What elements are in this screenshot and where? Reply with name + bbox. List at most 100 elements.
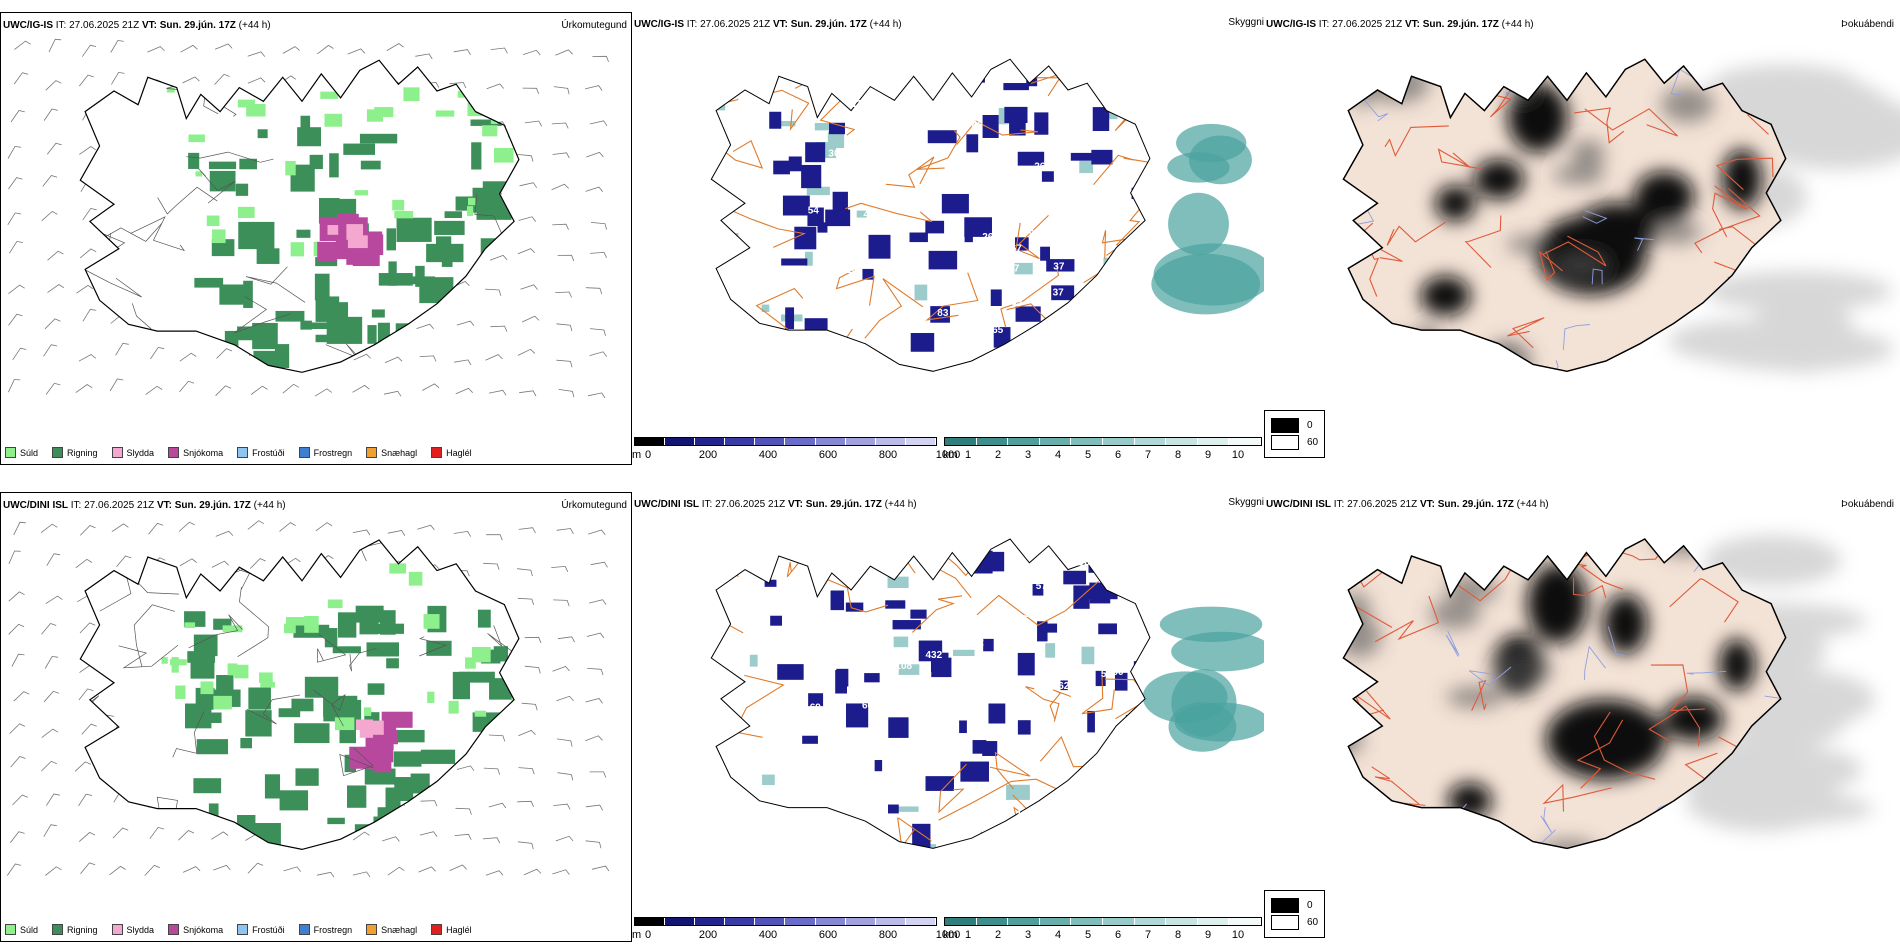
visibility-value-label: 83 <box>937 308 949 319</box>
fog-key: 0 60 <box>1264 410 1326 458</box>
visibility-value-label: 63 <box>845 301 857 312</box>
visibility-value-label: 55 <box>943 739 955 750</box>
legend-item: Snjókoma <box>168 924 223 935</box>
scale-tick-label: 1000 <box>935 929 961 941</box>
visibility-value-label: 57 <box>1036 581 1048 592</box>
legend-swatch <box>168 447 180 458</box>
legend-label: Haglél <box>446 924 472 935</box>
legend-swatch <box>431 447 443 458</box>
meter-scale-bar <box>634 917 937 926</box>
legend-label: Rigning <box>67 447 98 458</box>
fog-key: 0 60 <box>1264 890 1326 938</box>
visibility-value-label: 39 <box>1011 297 1023 308</box>
panel-fog-ig: UWC/IG-IS IT: 27.06.2025 21Z VT: Sun. 29… <box>1264 12 1900 465</box>
scale-tick-label: 8 <box>1174 929 1182 941</box>
coastline <box>1342 58 1787 373</box>
scale-tick-label: 800 <box>878 929 898 941</box>
scale-tick-label: 1 <box>964 929 972 941</box>
visibility-value-label: 33 <box>1029 235 1041 246</box>
scale-tick-label: 200 <box>698 449 718 461</box>
visibility-value-label: 86 <box>780 626 792 637</box>
legend-swatch <box>5 924 16 935</box>
visibility-value-label: 37 <box>1053 262 1065 273</box>
legend-swatch <box>52 447 64 458</box>
legend-label: Snjókoma <box>183 924 224 935</box>
visibility-value-label: 92 <box>839 257 851 268</box>
sea-low-visibility <box>1151 123 1264 315</box>
visibility-value-label: 66 <box>862 700 874 711</box>
fog-map <box>1342 535 1875 850</box>
visibility-value-label: 30 <box>828 149 840 160</box>
visibility-value-label: 263 <box>1034 162 1051 173</box>
visibility-value-label: 107 <box>1115 602 1132 613</box>
visibility-value-label: 58 <box>1020 199 1032 210</box>
scale-tick-label: 5 <box>1084 449 1092 461</box>
scale-tick-label: 2 <box>994 449 1002 461</box>
visibility-value-label: 46 <box>972 120 984 131</box>
fog-blob <box>1507 82 1568 153</box>
scale-tick-label: 4 <box>1054 449 1062 461</box>
km-scale-bar <box>944 917 1262 926</box>
scale-tick-label: 3 <box>1024 929 1032 941</box>
visibility-value-label: 108 <box>895 661 912 672</box>
scale-tick-label: 400 <box>758 929 778 941</box>
panel-precip-ig: UWC/IG-IS IT: 27.06.2025 21Z VT: Sun. 29… <box>0 12 632 465</box>
scale-tick-label: 0 <box>644 449 652 461</box>
visibility-value-label: 69 <box>810 702 822 713</box>
legend-label: Rigning <box>67 924 98 935</box>
legend-item: Frostúði <box>237 924 285 935</box>
scale-unit: km <box>943 449 958 461</box>
fog-blob <box>1603 594 1648 654</box>
visibility-value-label: 45 <box>864 209 876 220</box>
visibility-map: 5956524710364491104325766901326212410862… <box>710 538 1264 849</box>
visibility-value-label: 54 <box>808 205 820 216</box>
visibility-value-label: 59 <box>999 199 1011 210</box>
legend-item: Snæhagl <box>366 447 417 458</box>
visibility-value-label: 124 <box>1015 621 1032 632</box>
scale-tick-label: 600 <box>818 449 838 461</box>
scale-tick-label: 9 <box>1204 929 1212 941</box>
legend-label: Snæhagl <box>381 924 418 935</box>
legend-swatch <box>366 447 378 458</box>
panel-visibility-dini: UWC/DINI ISL IT: 27.06.2025 21Z VT: Sun.… <box>632 492 1264 942</box>
legend-label: Snæhagl <box>381 447 418 458</box>
legend-swatch <box>5 447 16 458</box>
visibility-value-label: 62 <box>865 694 877 705</box>
scale-tick-label: 2 <box>994 929 1002 941</box>
legend-swatch <box>111 924 123 935</box>
fog-blob <box>1473 159 1524 200</box>
precip-map <box>7 38 609 399</box>
precip-map <box>6 520 610 878</box>
fog-map <box>1342 58 1900 374</box>
fog-blob <box>1634 171 1695 222</box>
legend-item: Frostregn <box>298 447 352 458</box>
fog-blob <box>1575 202 1656 259</box>
visibility-value-label: 26 <box>982 232 994 243</box>
visibility-value-label: 432 <box>926 650 943 661</box>
visibility-value-label: 65 <box>992 325 1004 336</box>
panel-title: UWC/DINI ISL IT: 27.06.2025 21Z VT: Sun.… <box>1266 499 1549 510</box>
legend-item: Rigning <box>52 447 98 458</box>
sea-low-visibility <box>1142 606 1264 752</box>
visibility-value-label: 66 <box>1048 575 1060 586</box>
legend-swatch <box>366 924 378 935</box>
rain-areas <box>184 605 519 850</box>
drizzle-areas <box>161 563 519 732</box>
visibility-value-label: 24 <box>1139 199 1151 210</box>
scale-tick-label: 1 <box>964 449 972 461</box>
fog-blob <box>1435 185 1476 222</box>
panel-title: UWC/IG-IS IT: 27.06.2025 21Z VT: Sun. 29… <box>3 20 271 31</box>
coastline <box>710 538 1151 849</box>
scale-tick-label: 200 <box>698 929 718 941</box>
scale-tick-label: 5 <box>1084 929 1092 941</box>
panel-title: UWC/IG-IS IT: 27.06.2025 21Z VT: Sun. 29… <box>634 19 902 30</box>
visibility-value-label: 12 <box>973 199 985 210</box>
scale-tick-label: 10 <box>1231 449 1245 461</box>
visibility-value-label: 246 <box>1073 205 1090 216</box>
scale-tick-label: 7 <box>1144 929 1152 941</box>
visibility-value-label: 52 <box>1024 609 1036 620</box>
legend-item: Haglél <box>431 924 472 935</box>
scale-tick-label: 10 <box>1231 929 1245 941</box>
legend-swatch <box>237 447 249 458</box>
